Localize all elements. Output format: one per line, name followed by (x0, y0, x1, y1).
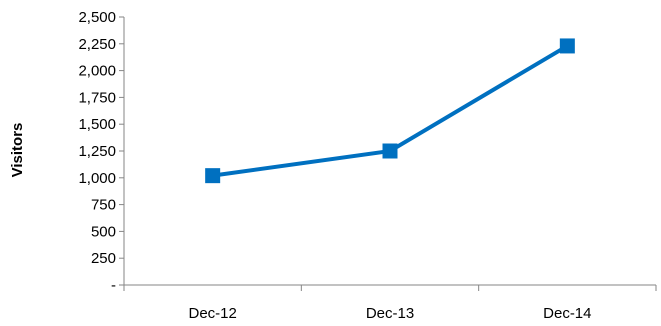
y-tick-label: 1,750 (78, 89, 116, 106)
data-point-marker (382, 143, 398, 159)
y-tick-label: 250 (91, 250, 116, 267)
y-tick-label: - (111, 277, 116, 294)
y-tick-label: 2,000 (78, 63, 116, 80)
series-layer (205, 38, 575, 184)
x-tick-label: Dec-12 (188, 305, 236, 322)
y-tick-label: 500 (91, 223, 116, 240)
y-tick-label: 1,000 (78, 170, 116, 187)
x-axis: Dec-12 Dec-13 Dec-14 (123, 284, 657, 322)
y-tick-label: 2,250 (78, 36, 116, 53)
data-point-marker (205, 168, 221, 184)
y-axis-title: Visitors (9, 123, 26, 178)
x-tick-label: Dec-14 (543, 305, 591, 322)
y-axis: - 250 500 750 1,000 1,250 1,500 1,750 2,000 2,250… (78, 9, 125, 294)
y-tick-label: 750 (91, 197, 116, 214)
y-tick-label: 1,500 (78, 116, 116, 133)
x-tick-label: Dec-13 (366, 305, 414, 322)
y-tick-label: 2,500 (78, 9, 116, 26)
data-point-marker (559, 38, 575, 54)
y-tick-label: 1,250 (78, 143, 116, 160)
